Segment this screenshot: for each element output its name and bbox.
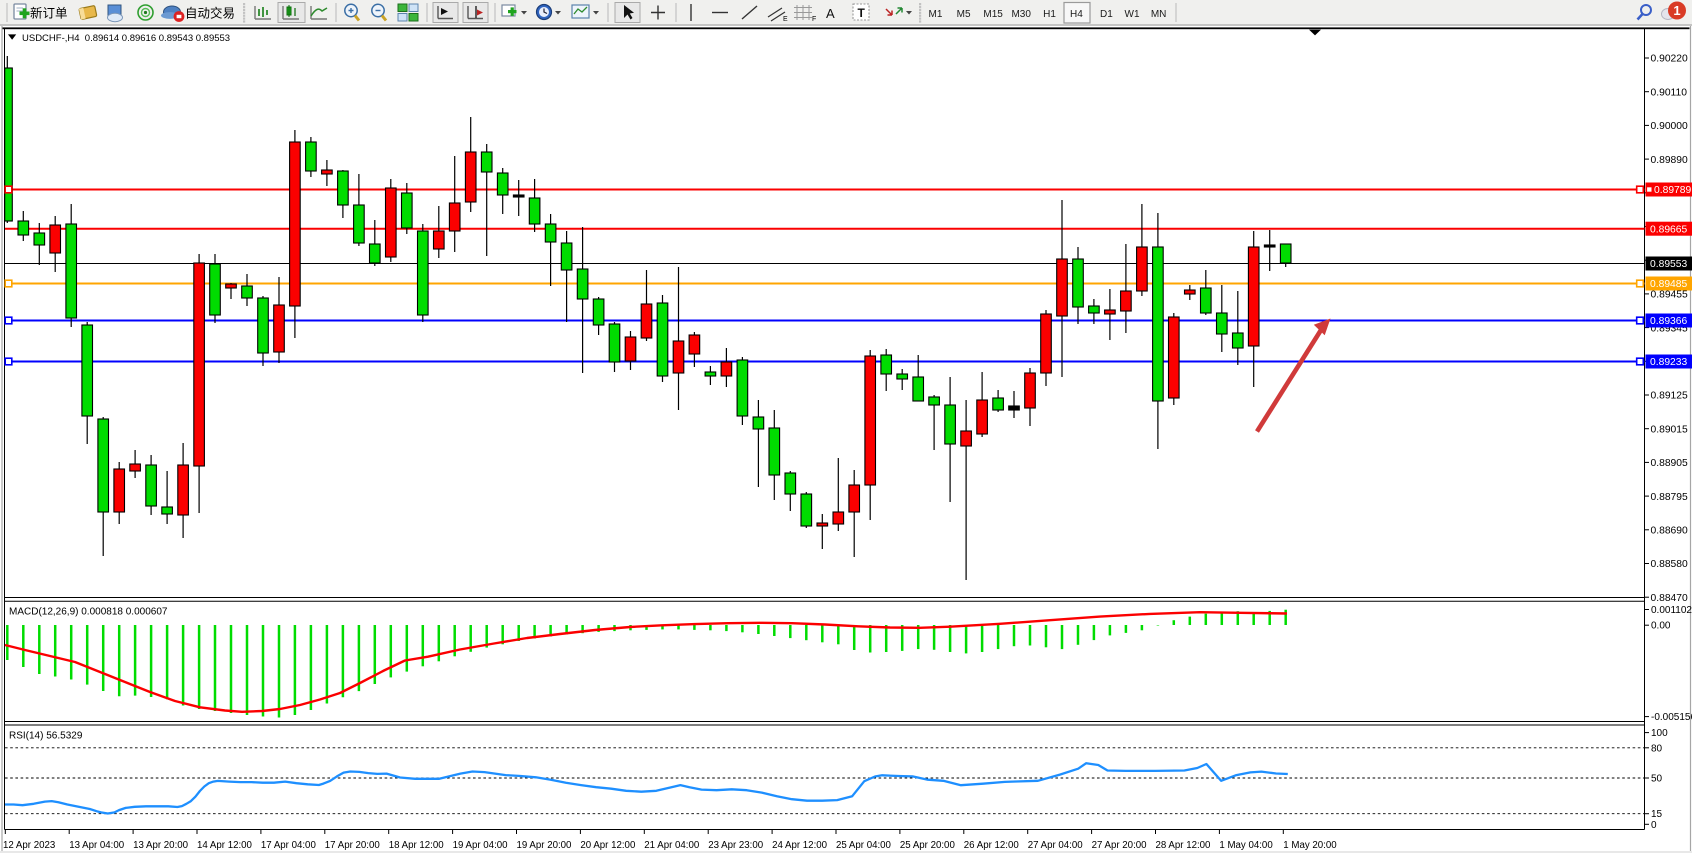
svg-text:0.88795: 0.88795: [1651, 492, 1688, 503]
svg-text:100: 100: [1651, 728, 1668, 739]
svg-text:W1: W1: [1125, 9, 1140, 20]
svg-text:27 Apr 20:00: 27 Apr 20:00: [1092, 840, 1148, 851]
svg-text:自动交易: 自动交易: [185, 6, 235, 21]
svg-text:-0.005156: -0.005156: [1651, 712, 1692, 723]
svg-text:0.001102: 0.001102: [1651, 605, 1692, 616]
svg-text:M15: M15: [983, 9, 1003, 20]
svg-text:15: 15: [1651, 809, 1663, 820]
svg-text:0.88580: 0.88580: [1651, 559, 1688, 570]
svg-text:新订单: 新订单: [30, 6, 68, 21]
svg-text:T: T: [858, 6, 866, 20]
svg-text:13 Apr 20:00: 13 Apr 20:00: [133, 840, 189, 851]
svg-text:12 Apr 2023: 12 Apr 2023: [3, 840, 55, 851]
svg-text:0.89125: 0.89125: [1651, 391, 1688, 402]
svg-text:1 May 04:00: 1 May 04:00: [1219, 840, 1273, 851]
svg-text:0.89890: 0.89890: [1651, 155, 1688, 166]
svg-text:23 Apr 23:00: 23 Apr 23:00: [708, 840, 764, 851]
svg-text:0.89665: 0.89665: [1650, 224, 1687, 235]
svg-text:19 Apr 04:00: 19 Apr 04:00: [453, 840, 509, 851]
svg-text:28 Apr 12:00: 28 Apr 12:00: [1156, 840, 1212, 851]
svg-text:M30: M30: [1011, 9, 1031, 20]
svg-text:25 Apr 04:00: 25 Apr 04:00: [836, 840, 892, 851]
svg-text:0: 0: [1651, 820, 1657, 831]
svg-text:M5: M5: [957, 9, 971, 20]
svg-text:0.00: 0.00: [1651, 621, 1671, 632]
svg-text:24 Apr 12:00: 24 Apr 12:00: [772, 840, 828, 851]
svg-text:0.89485: 0.89485: [1650, 279, 1687, 290]
svg-text:0.89455: 0.89455: [1651, 290, 1688, 301]
svg-text:0.89789: 0.89789: [1654, 185, 1691, 196]
svg-text:0.89366: 0.89366: [1650, 316, 1687, 327]
svg-text:H4: H4: [1070, 9, 1083, 20]
svg-text:1: 1: [1673, 3, 1680, 18]
svg-text:0.89015: 0.89015: [1651, 424, 1688, 435]
svg-text:50: 50: [1651, 774, 1663, 785]
svg-text:0.88690: 0.88690: [1651, 526, 1688, 537]
svg-text:17 Apr 20:00: 17 Apr 20:00: [325, 840, 381, 851]
svg-text:0.89553: 0.89553: [1650, 259, 1687, 270]
svg-text:13 Apr 04:00: 13 Apr 04:00: [69, 840, 125, 851]
svg-text:0.88905: 0.88905: [1651, 458, 1688, 469]
svg-text:1 May 20:00: 1 May 20:00: [1283, 840, 1337, 851]
svg-text:A: A: [826, 6, 835, 21]
svg-text:21 Apr 04:00: 21 Apr 04:00: [644, 840, 700, 851]
svg-text:0.89233: 0.89233: [1650, 357, 1687, 368]
svg-text:18 Apr 12:00: 18 Apr 12:00: [389, 840, 445, 851]
svg-text:MN: MN: [1151, 9, 1167, 20]
svg-text:0.90110: 0.90110: [1651, 87, 1688, 98]
svg-text:E: E: [783, 16, 788, 23]
svg-text:MACD(12,26,9) 0.000818 0.00060: MACD(12,26,9) 0.000818 0.000607: [9, 607, 168, 618]
svg-text:20 Apr 12:00: 20 Apr 12:00: [580, 840, 636, 851]
svg-text:RSI(14) 56.5329: RSI(14) 56.5329: [9, 731, 83, 742]
svg-text:USDCHF-,H4 0.89614 0.89616 0.: USDCHF-,H4 0.89614 0.89616 0.89543 0.895…: [22, 33, 230, 44]
svg-text:25 Apr 20:00: 25 Apr 20:00: [900, 840, 956, 851]
svg-text:0.90220: 0.90220: [1651, 54, 1688, 65]
svg-text:D1: D1: [1100, 9, 1113, 20]
svg-text:M1: M1: [929, 9, 943, 20]
svg-text:F: F: [812, 16, 816, 23]
svg-text:H1: H1: [1043, 9, 1056, 20]
svg-text:17 Apr 04:00: 17 Apr 04:00: [261, 840, 317, 851]
svg-text:80: 80: [1651, 743, 1663, 754]
svg-text:0.89345: 0.89345: [1651, 323, 1688, 334]
svg-text:0.90000: 0.90000: [1651, 121, 1688, 132]
svg-text:26 Apr 12:00: 26 Apr 12:00: [964, 840, 1020, 851]
svg-text:0.88470: 0.88470: [1651, 593, 1688, 604]
svg-text:27 Apr 04:00: 27 Apr 04:00: [1028, 840, 1084, 851]
svg-text:14 Apr 12:00: 14 Apr 12:00: [197, 840, 253, 851]
svg-text:19 Apr 20:00: 19 Apr 20:00: [517, 840, 573, 851]
